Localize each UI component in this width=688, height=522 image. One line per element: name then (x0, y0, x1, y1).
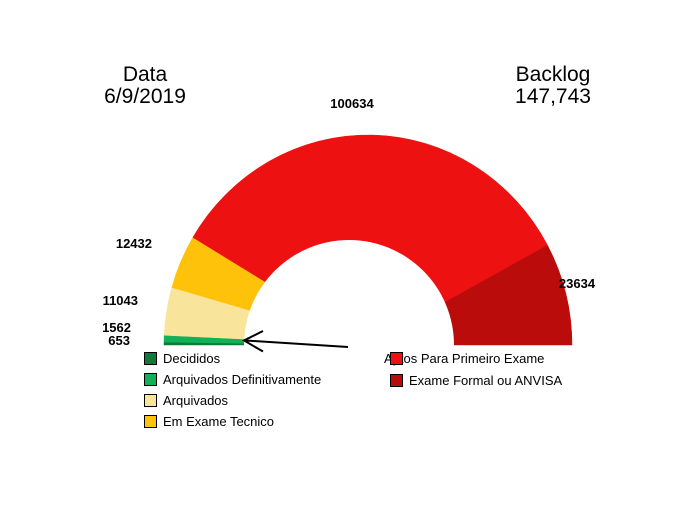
legend-label: Em Exame Tecnico (163, 414, 275, 429)
legend-label: Decididos (163, 351, 221, 366)
em-exame-tecnico-swatch-icon (144, 415, 157, 428)
legend-item-decididos: Decididos (144, 352, 321, 365)
arquivados-swatch-icon (144, 394, 157, 407)
baseline-mask (0, 346, 688, 522)
annotation-arrow-icon (241, 330, 349, 353)
exame-formal-swatch-icon (390, 374, 403, 387)
legend-left-column: Decididos Arquivados Definitivamente Arq… (144, 352, 321, 436)
value-label-decididos: 653 (108, 333, 130, 348)
legend-item-aptos: Aptos Para Primeiro Exame (384, 352, 544, 365)
legend-label: Aptos Para Primeiro Exame (384, 351, 545, 366)
aptos-swatch-icon (390, 352, 403, 365)
backlog-value: 147,743 (515, 85, 591, 108)
decididos-swatch-icon (144, 352, 157, 365)
legend-label: Arquivados Definitivamente (163, 372, 322, 387)
date-value: 6/9/2019 (104, 85, 186, 108)
value-label-arq-definit: 1562 (102, 320, 131, 335)
legend-label: Arquivados (163, 393, 229, 408)
legend-label: Exame Formal ou ANVISA (409, 373, 563, 388)
legend-item-arquivados-definitivamente: Arquivados Definitivamente (144, 373, 321, 386)
value-label-em-exame: 12432 (115, 236, 152, 251)
arquivados-definitivamente-swatch-icon (144, 373, 157, 386)
date-title: Data 6/9/2019 (85, 64, 205, 108)
date-label: Data (122, 63, 168, 86)
value-label-aptos: 100634 (330, 96, 374, 111)
legend-item-em-exame-tecnico: Em Exame Tecnico (144, 415, 321, 428)
legend-item-exame-formal: Exame Formal ou ANVISA (390, 374, 562, 387)
value-label-exame-formal: 23634 (558, 276, 596, 291)
legend-item-arquivados: Arquivados (144, 394, 321, 407)
donut-segments (163, 134, 573, 346)
value-label-arquivados: 11043 (102, 293, 138, 308)
backlog-label: Backlog (515, 63, 591, 86)
backlog-title: Backlog 147,743 (493, 64, 613, 108)
segment-aptos-para-primeiro-exame (192, 134, 548, 346)
